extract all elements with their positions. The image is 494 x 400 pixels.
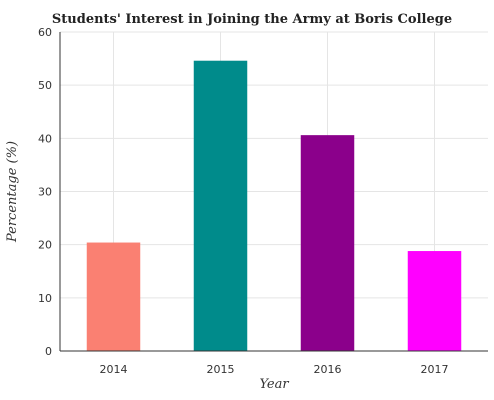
bar-2014 bbox=[86, 242, 141, 351]
y-tick-label: 10 bbox=[38, 292, 52, 305]
y-tick-labels: 0 10 20 30 40 50 60 bbox=[38, 26, 52, 358]
y-tick-label: 0 bbox=[45, 345, 52, 358]
y-tick-label: 40 bbox=[38, 132, 52, 145]
chart-title: Students' Interest in Joining the Army a… bbox=[52, 12, 452, 27]
y-tick-label: 50 bbox=[38, 79, 52, 92]
y-tick-label: 30 bbox=[38, 186, 52, 199]
bars bbox=[86, 60, 462, 352]
y-axis-label: Percentage (%) bbox=[5, 141, 20, 243]
x-tick-label: 2015 bbox=[207, 363, 235, 376]
x-axis-label: Year bbox=[259, 377, 289, 392]
x-tick-label: 2017 bbox=[421, 363, 449, 376]
bar-2017 bbox=[407, 251, 462, 351]
x-tick-label: 2016 bbox=[314, 363, 342, 376]
x-tick-label: 2014 bbox=[100, 363, 128, 376]
y-tick-label: 60 bbox=[38, 26, 52, 39]
bar-2016 bbox=[300, 135, 355, 351]
x-tick-labels: 2014 2015 2016 2017 bbox=[100, 363, 449, 376]
y-tick-label: 20 bbox=[38, 239, 52, 252]
bar-2015 bbox=[193, 60, 248, 352]
